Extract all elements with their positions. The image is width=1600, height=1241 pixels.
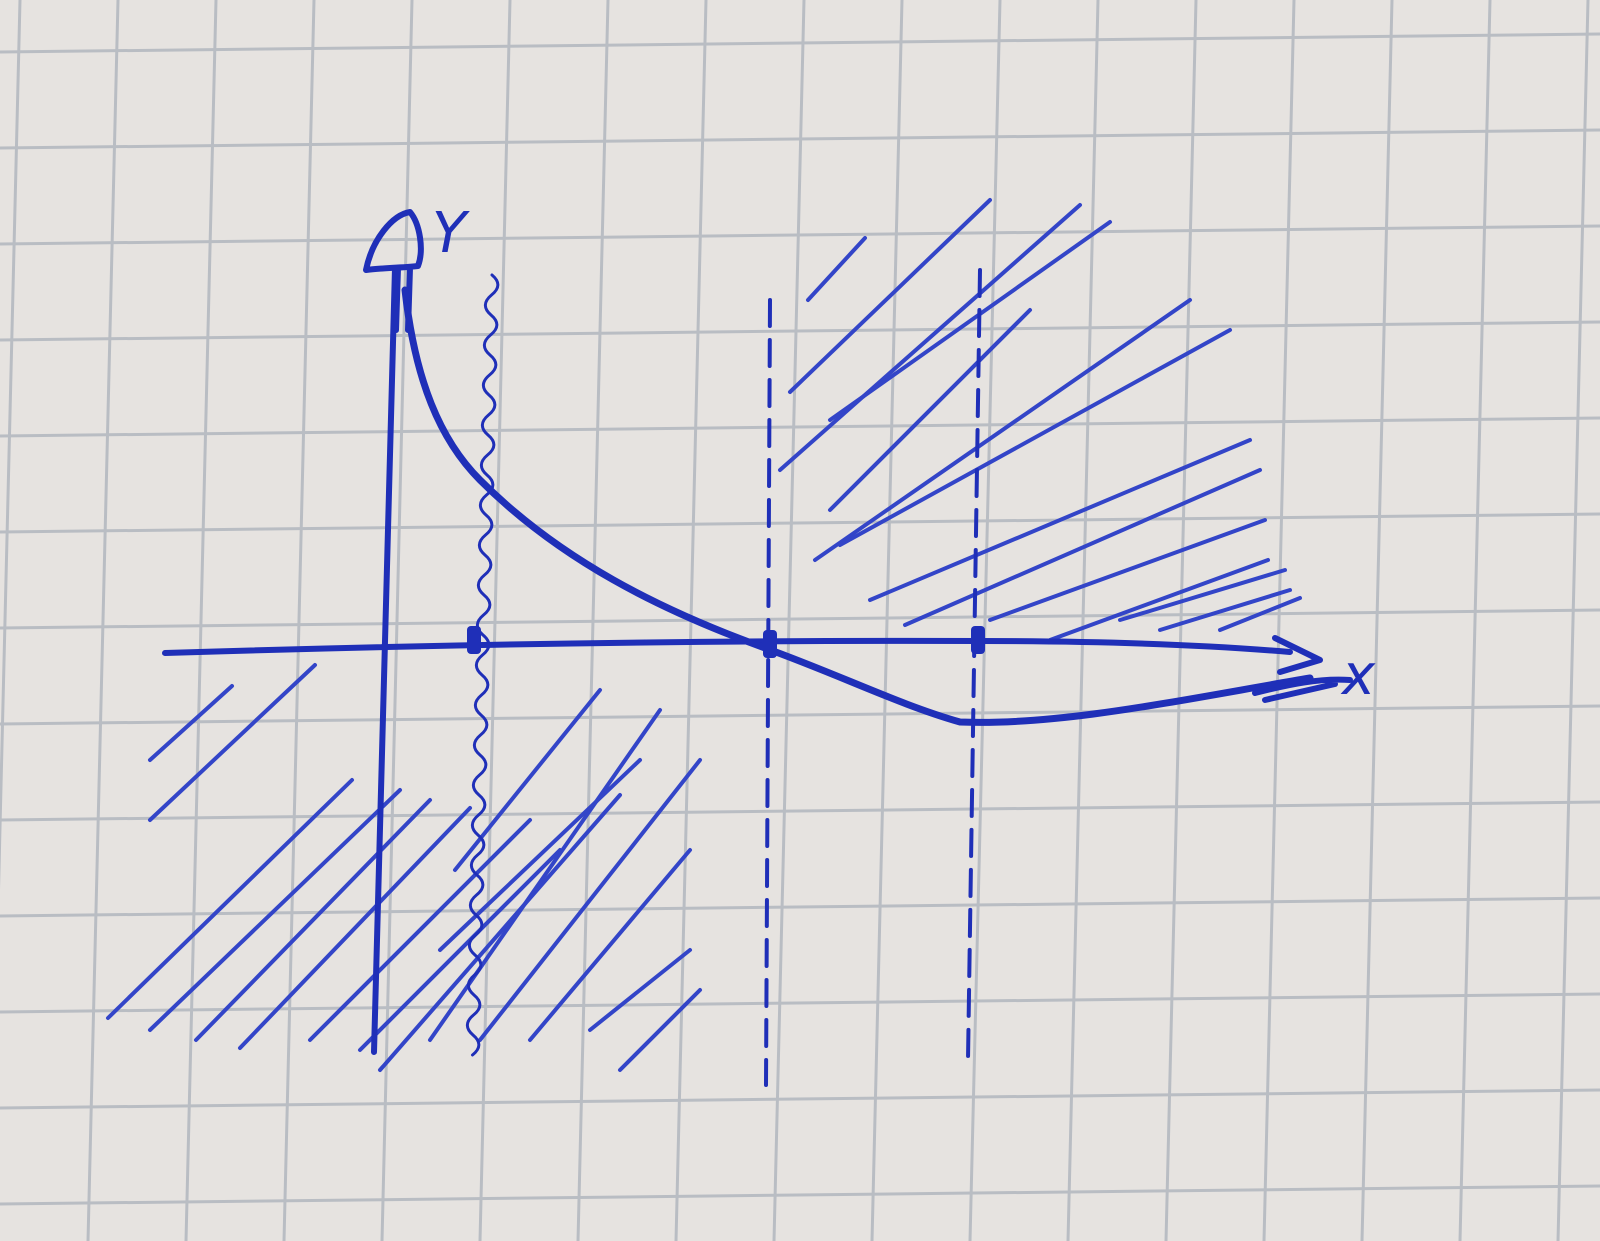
y-axis-label: Y [432,201,470,266]
grid-line-horizontal [0,32,1600,54]
hatch-stroke [1218,596,1302,632]
hatch-stroke [378,793,622,1072]
hatch-stroke [453,688,602,872]
grid-line-vertical [184,0,218,1241]
hatch-stroke [618,988,702,1072]
x-axis-marked-points [467,626,985,658]
grid-line-vertical [870,0,904,1241]
x-axis-label: x [1340,643,1376,708]
grid-line-vertical [968,0,1002,1241]
grid-line-vertical [1262,0,1296,1241]
hatch-stroke [813,298,1192,562]
hatch-stroke [438,758,642,952]
hatched-region-right-above [778,198,1302,642]
hatch-stroke [778,203,1082,472]
grid-line-vertical [380,0,414,1241]
hatch-stroke [788,198,992,394]
hatch-stroke [1048,558,1270,642]
hatch-stroke [588,948,692,1032]
hatch-stroke [988,518,1267,622]
hatch-stroke [358,848,562,1052]
hatch-stroke [903,468,1262,627]
hatch-stroke [478,758,702,1042]
hatch-stroke [868,438,1252,602]
hatched-region-left-below [106,663,702,1072]
x-axis-arrow [1252,635,1353,703]
dashed-vertical-boundary-2 [966,268,982,1062]
grid-line-vertical [1556,0,1590,1241]
hatch-stroke [308,818,532,1042]
hatch-stroke [806,236,867,302]
hatch-stroke [828,220,1112,422]
grid-line-vertical [0,0,22,890]
grid-line-horizontal [0,128,1600,150]
marked-point [971,626,985,654]
grid-line-horizontal [0,320,1600,342]
grid-line-horizontal [0,1088,1600,1110]
grid-line-horizontal [0,896,1600,918]
hatch-stroke [194,798,432,1042]
hatch-stroke [106,778,354,1020]
grid-line-vertical [1360,0,1394,1241]
grid-line-horizontal [0,224,1600,246]
x-axis [162,637,1293,656]
hatch-stroke [148,788,402,1032]
grid-line-vertical [1066,0,1100,1241]
hatch-stroke [238,806,472,1050]
hatch-stroke [528,848,692,1042]
grid-line-horizontal [0,1184,1600,1206]
hatch-stroke [838,328,1232,547]
dashed-vertical-boundary-1 [764,298,772,1087]
grid-line-horizontal [0,512,1600,534]
grid-line-horizontal [0,992,1600,1014]
hatch-stroke [828,308,1032,512]
grid-line-vertical [282,0,316,1241]
marked-point [467,626,481,654]
grid-line-horizontal [0,608,1600,630]
hatch-stroke [1118,568,1287,622]
grid-line-horizontal [0,800,1600,822]
y-axis [371,265,398,1055]
hatch-stroke [1158,588,1292,632]
grid-line-horizontal [0,704,1600,726]
hatch-stroke [148,684,234,762]
grid-line-vertical [1458,0,1492,1241]
wavy-vertical-boundary [465,273,500,1057]
marked-point [763,630,777,658]
hatch-stroke [148,663,317,822]
grid-line-vertical [1164,0,1198,1241]
grid-line-vertical [86,0,120,1241]
grid-line-vertical [478,0,512,1241]
grid-line-horizontal [0,416,1600,438]
